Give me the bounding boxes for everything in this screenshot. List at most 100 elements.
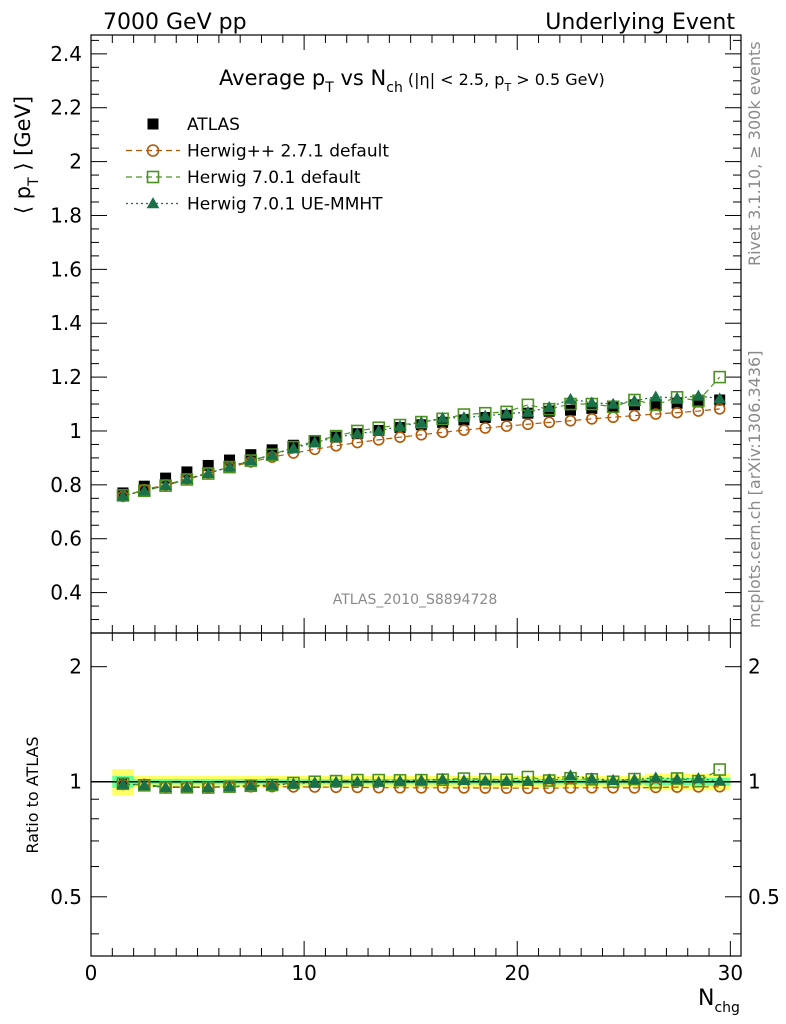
ratio-point-filled-triangle (159, 780, 172, 793)
mcplots-label: mcplots.cern.ch [arXiv:1306.3436] (745, 351, 764, 628)
legend-marker (146, 170, 160, 184)
data-point-filled-triangle (692, 389, 705, 401)
ratio-point-filled-triangle (287, 777, 300, 789)
ratio-point-filled-triangle (521, 774, 535, 786)
data-point-open-circle (479, 422, 492, 434)
data-point-filled-triangle (521, 405, 535, 417)
data-point-filled-triangle (308, 436, 322, 448)
legend-marker (147, 118, 159, 130)
x-axis-label: Nchg (698, 986, 740, 1016)
data-point-filled-triangle (393, 419, 407, 431)
data-point-open-circle (500, 420, 513, 432)
header-analysis-label: Underlying Event (545, 10, 735, 35)
ratio-point-filled-triangle (201, 781, 215, 793)
data-point-filled-triangle (713, 392, 727, 404)
ratio-point-filled-triangle (415, 773, 428, 786)
ratio-axis-label: Ratio to ATLAS (23, 736, 42, 853)
y-tick-label: 1.2 (50, 365, 82, 389)
y-tick-label: 0.6 (50, 527, 82, 551)
legend-label: Herwig++ 2.7.1 default (187, 142, 389, 162)
data-point-atlas (224, 454, 236, 466)
ratio-point-open-circle (564, 782, 577, 794)
data-point-filled-triangle (478, 409, 492, 421)
x-tick-label: 20 (505, 961, 530, 985)
ratio-frame (90, 632, 742, 957)
legend: ATLAS Herwig++ 2.7.1 default Herwig 7.0.1 … (126, 115, 389, 215)
data-point-open-circle (436, 426, 449, 439)
ratio-point-filled-triangle (713, 774, 727, 786)
ratio-point-filled-triangle (265, 778, 279, 790)
data-point-atlas (692, 396, 704, 408)
y-tick-label: 0.4 (50, 581, 82, 605)
data-point-open-circle (564, 414, 577, 427)
y-tick-label: 1.4 (50, 311, 82, 335)
ratio-point-filled-triangle (628, 773, 641, 785)
legend-label: Herwig 7.0.1 default (187, 168, 361, 188)
data-point-filled-triangle (436, 411, 449, 423)
ratio-point-filled-triangle (180, 780, 194, 792)
data-point-open-circle (713, 403, 726, 415)
data-point-open-circle (671, 406, 683, 419)
data-point-open-circle (394, 431, 406, 443)
ratio-tick-label-left: 2 (69, 655, 82, 679)
ratio-point-filled-triangle (692, 772, 705, 784)
data-point-open-circle (649, 408, 662, 420)
data-point-filled-triangle (329, 431, 343, 443)
y-tick-label: 1 (69, 419, 82, 443)
data-point-filled-triangle (542, 400, 556, 413)
y-tick-label: 1.6 (50, 257, 82, 281)
data-point-open-square (713, 370, 726, 384)
ratio-point-filled-triangle (585, 772, 599, 784)
y-tick-label: 2.4 (50, 42, 82, 66)
ratio-point-open-square (713, 763, 726, 776)
legend-label: ATLAS (187, 115, 240, 135)
ratio-tick-label-left: 1 (69, 770, 82, 794)
ratio-point-filled-triangle (564, 769, 577, 781)
y-tick-label: 0.8 (50, 473, 82, 497)
ratio-point-filled-triangle (137, 779, 151, 791)
data-point-filled-triangle (287, 441, 300, 453)
x-tick-label: 10 (291, 961, 316, 985)
data-point-filled-triangle (244, 454, 258, 466)
main-plot: 0.4 0.6 0.8 1 1.2 1.4 1.6 1.8 2 2.2 2.4 (50, 34, 742, 956)
ratio-point-filled-triangle (670, 772, 684, 784)
series-line (122, 376, 721, 496)
ratio-tick-label-right: 2 (748, 655, 761, 679)
ratio-tick-label-right: 0.5 (748, 885, 780, 909)
data-point-open-circle (586, 413, 598, 425)
chart-title: Average pT vs Nch (|η| < 2.5, pT > 0.5 G… (219, 66, 605, 96)
y-tick-label: 1.8 (50, 203, 82, 227)
data-point-filled-triangle (265, 448, 279, 460)
ratio-point-filled-triangle (478, 774, 492, 786)
data-point-filled-triangle (415, 416, 428, 428)
data-point-filled-triangle (585, 396, 599, 408)
ratio-point-filled-triangle (308, 776, 322, 788)
ratio-point-filled-triangle (649, 771, 663, 783)
ratio-tick-label-right: 1 (748, 770, 761, 794)
data-point-atlas (202, 459, 214, 471)
ratio-point-filled-triangle (223, 780, 236, 792)
ratio-tick-label-left: 0.5 (50, 885, 82, 909)
ratio-point-filled-triangle (500, 774, 513, 786)
data-point-filled-triangle (223, 460, 236, 472)
data-point-filled-triangle (649, 390, 663, 402)
header-beam-label: 7000 GeV pp (103, 10, 247, 35)
data-point-filled-triangle (500, 407, 513, 419)
y-tick-label: 2 (69, 150, 82, 174)
ratio-point-filled-triangle (372, 775, 386, 787)
data-point-atlas (586, 402, 598, 414)
data-point-open-circle (458, 424, 470, 436)
y-axis-label: ⟨ pT ⟩ [GeV] (11, 96, 42, 214)
y-tick-label: 2.2 (50, 96, 82, 120)
data-point-filled-triangle (564, 392, 577, 404)
analysis-watermark: ATLAS_2010_S8894728 (333, 592, 498, 608)
ratio-point-filled-triangle (457, 773, 471, 786)
data-point-filled-triangle (137, 484, 151, 496)
ratio-point-filled-triangle (393, 774, 407, 786)
ratio-point-filled-triangle (116, 777, 130, 789)
data-point-filled-triangle (628, 394, 641, 406)
data-point-atlas (650, 398, 662, 410)
data-point-filled-triangle (372, 424, 386, 436)
data-point-filled-triangle (457, 411, 471, 423)
ratio-point-filled-triangle (329, 775, 343, 787)
